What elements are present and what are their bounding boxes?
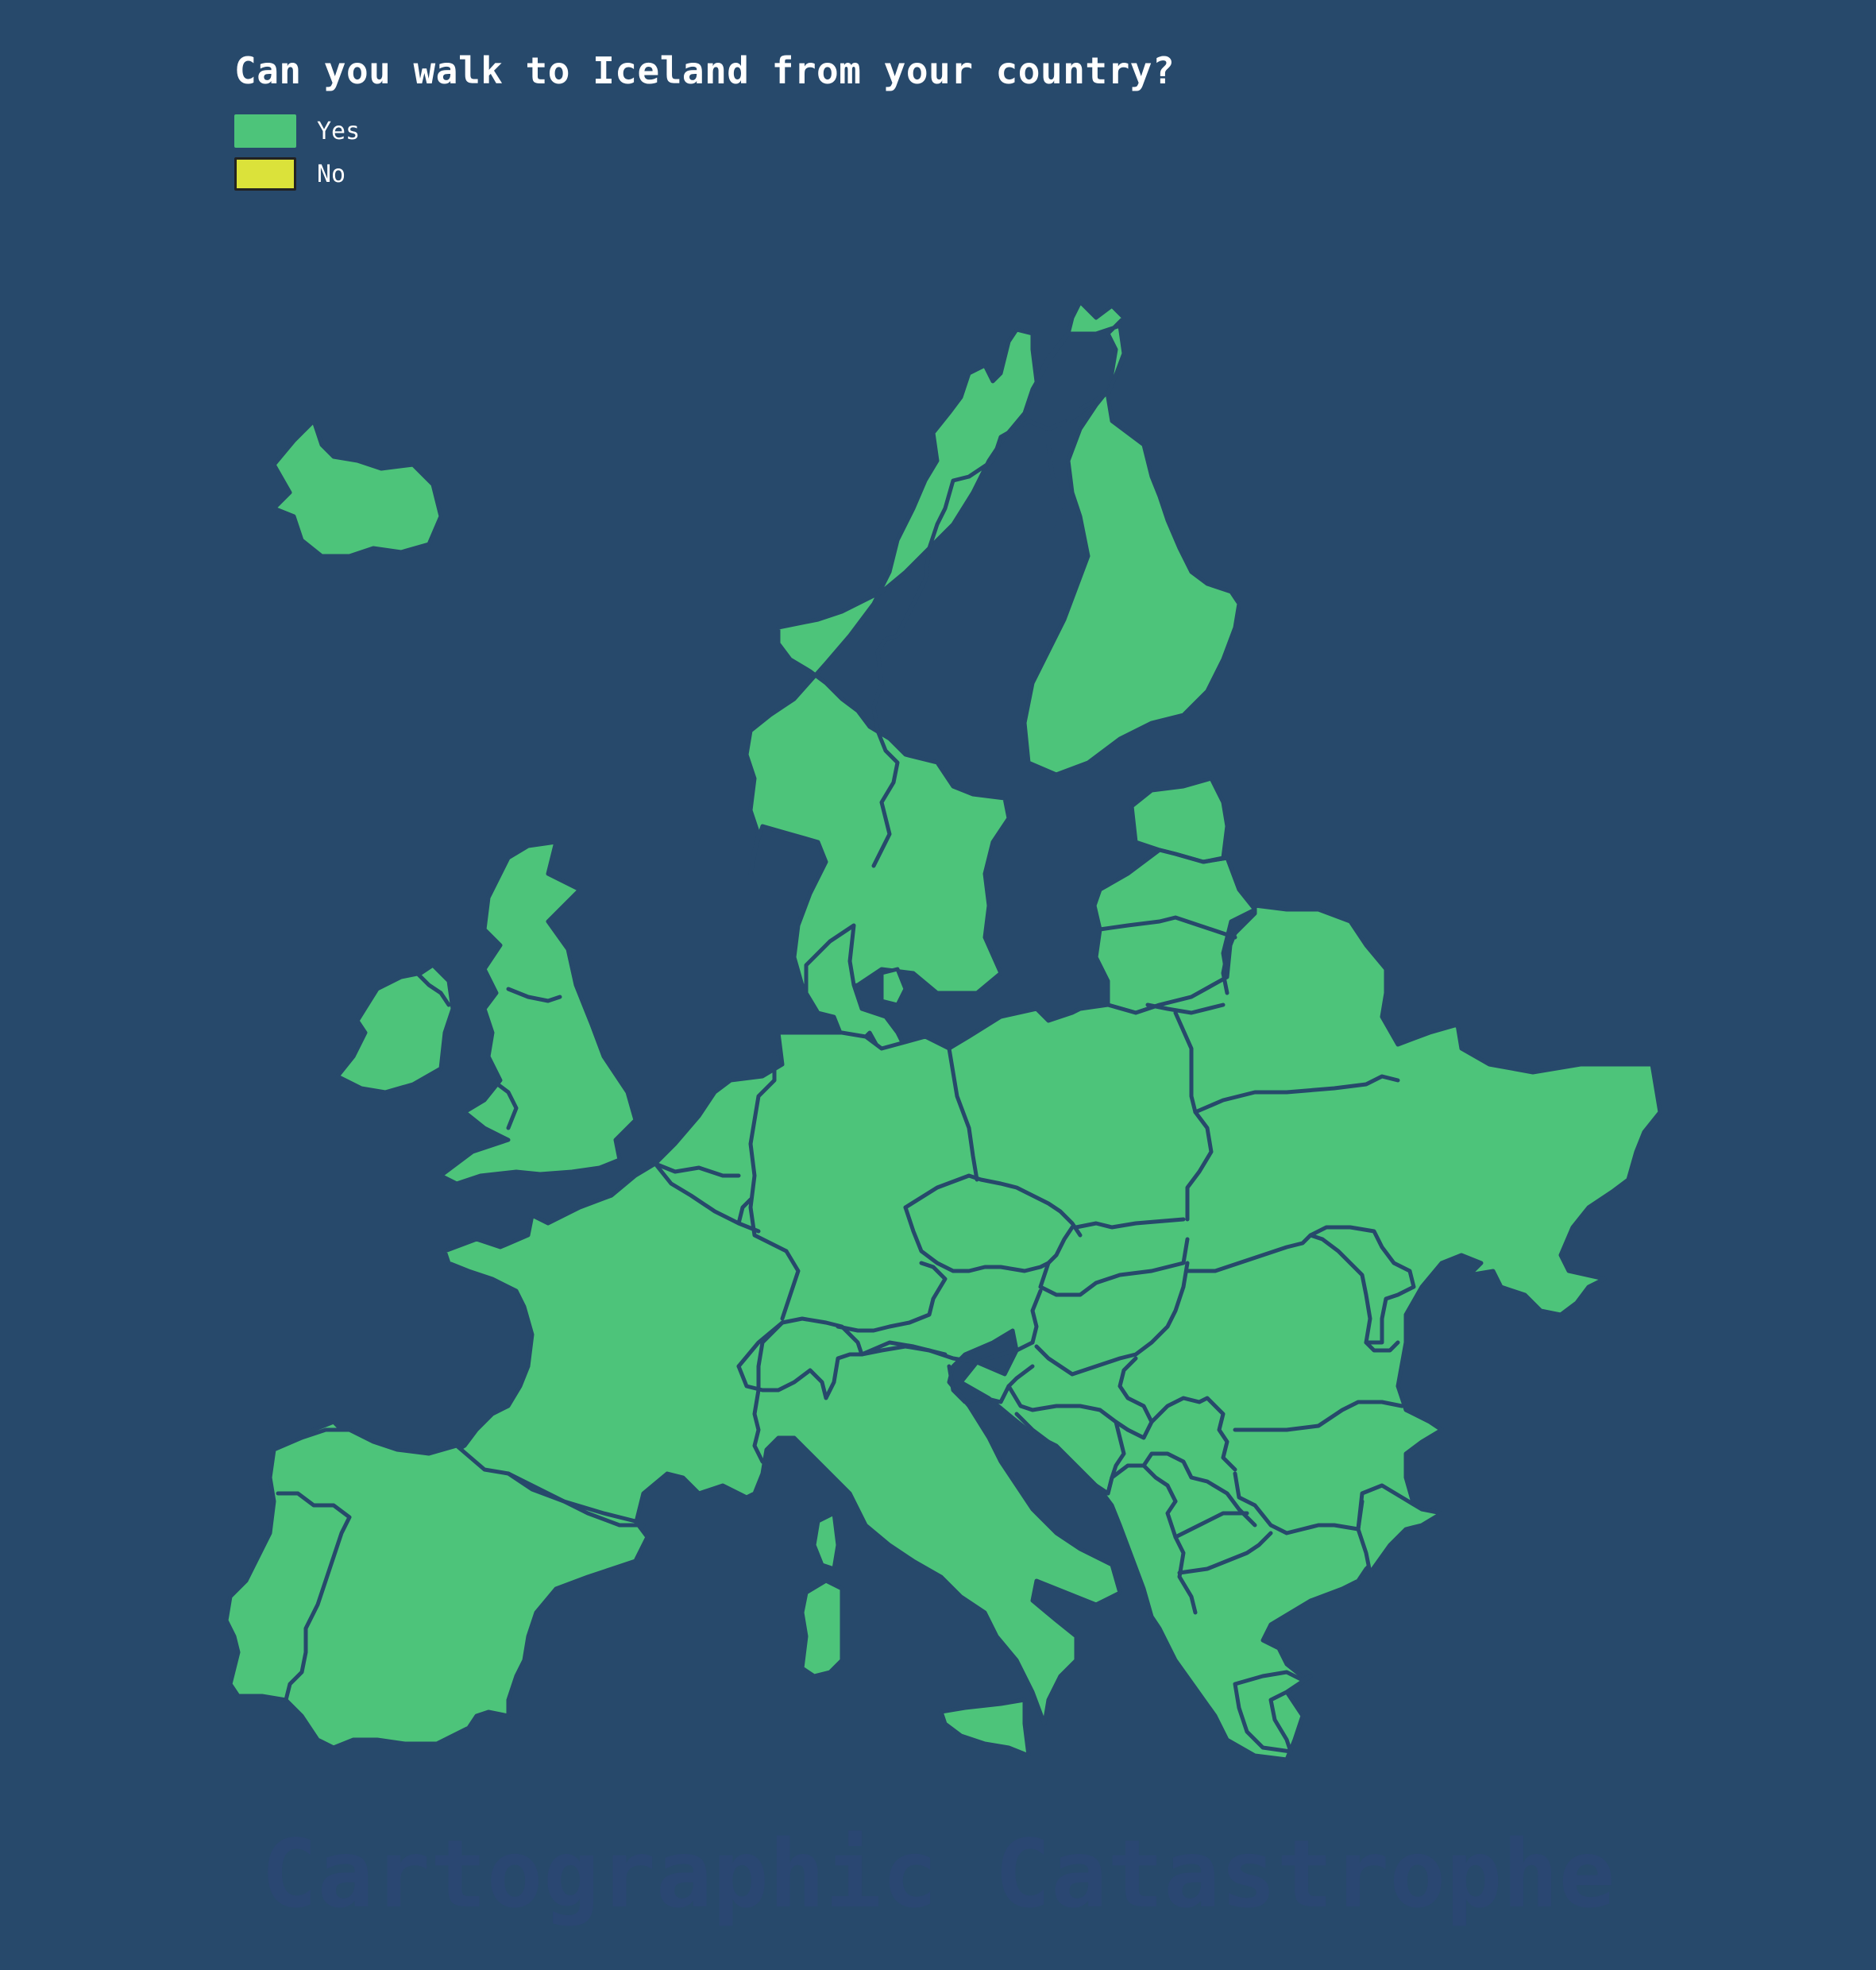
country-estonia	[1129, 776, 1229, 864]
legend: Yes No	[234, 110, 360, 195]
watermark-text: Cartographic Catastrophe	[261, 1819, 1615, 1929]
legend-label-yes: Yes	[317, 117, 361, 145]
legend-label-no: No	[317, 160, 346, 188]
country-ireland	[335, 963, 455, 1095]
region-east-thrace	[1356, 1483, 1444, 1575]
legend-swatch-yes	[234, 114, 296, 148]
region-peloponnese	[1233, 1670, 1313, 1754]
legend-swatch-no	[234, 157, 296, 191]
legend-item-yes: Yes	[234, 110, 360, 153]
region-iberia	[224, 1427, 650, 1750]
island-sardinia	[800, 1578, 844, 1678]
island-corsica	[812, 1511, 840, 1571]
map-title: Can you walk to Iceland from your countr…	[234, 49, 1175, 92]
legend-item-no: No	[234, 153, 360, 195]
region-scandinavia	[744, 299, 1241, 995]
country-great-britain	[438, 840, 638, 1186]
island-zealand	[879, 967, 908, 1007]
country-borders	[276, 355, 1416, 1702]
country-iceland	[272, 419, 443, 558]
island-sicily	[939, 1698, 1031, 1758]
